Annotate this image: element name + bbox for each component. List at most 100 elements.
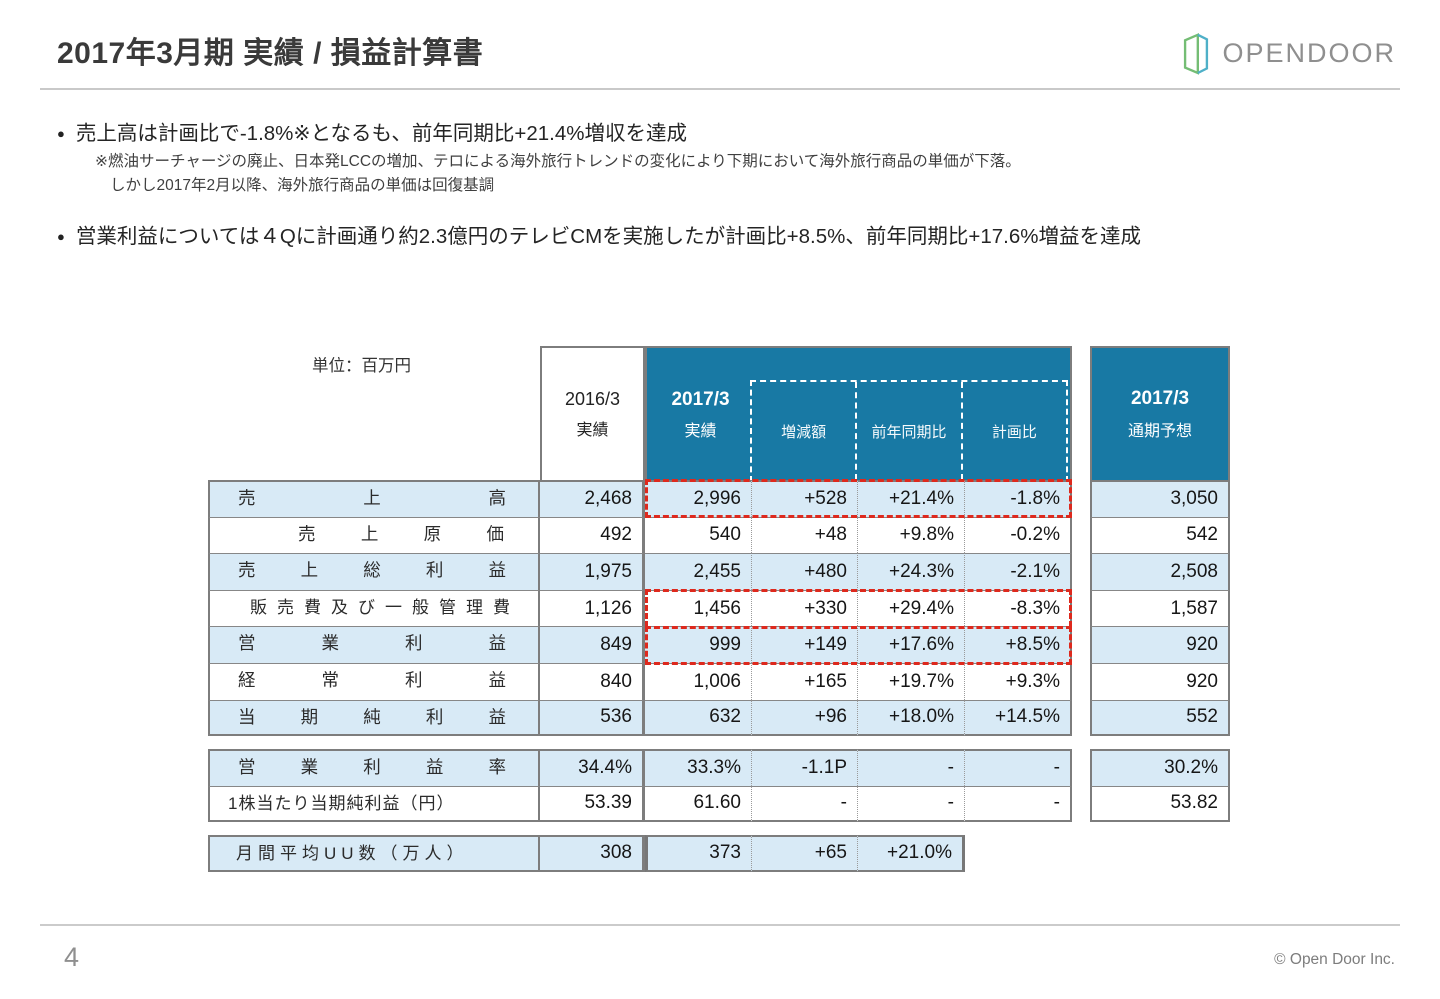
cell-yoy: +21.4% — [858, 480, 965, 517]
header-sub: 実績 — [576, 421, 609, 439]
column-gap — [1072, 663, 1090, 700]
title-divider — [40, 88, 1400, 90]
cell-yoy: - — [858, 749, 965, 786]
header-year: 2016/3 — [564, 388, 621, 409]
column-gap — [1072, 480, 1090, 517]
cell-yoy: +29.4% — [858, 589, 965, 627]
column-gap — [1072, 517, 1090, 554]
cell-vs-plan: +8.5% — [965, 626, 1072, 663]
cell-delta: +528 — [752, 480, 858, 517]
row-label: 月間平均UU数（万人） — [208, 835, 540, 872]
row-label: 経常利益 — [208, 662, 540, 700]
table-row: 1株当たり当期純利益（円） 53.39 61.60- - -53.82 — [208, 785, 1230, 823]
row-label: 営業利益 — [208, 626, 540, 663]
table-row: 販売費及び一般管理費 1,126 1,456 +330 +29.4% -8.3% 1,587 — [208, 589, 1230, 627]
header-sub: 実績 — [684, 423, 717, 440]
bullet-revenue: ● 売上高は計画比で-1.8%※となるも、前年同期比+21.4%増収を達成 — [57, 116, 687, 146]
column-gap — [1072, 786, 1090, 823]
cell-delta: -1.1P — [752, 749, 858, 786]
header-year: 2017/3 — [1130, 387, 1190, 409]
unit-label: 単位：百万円 — [312, 357, 411, 375]
main-rows: 売上高 2,468 2,996 +528 +21.4% -1.8% 3,050 売上原価 492… — [208, 480, 1230, 737]
cell-current: 2,996 — [645, 480, 752, 517]
row-label: 当期純利益 — [208, 699, 540, 737]
cell-delta: +96 — [752, 699, 858, 737]
bullet-icon: ● — [57, 229, 65, 244]
header-sub: 通期予想 — [1127, 422, 1192, 440]
header-year: 2017/3 — [671, 389, 730, 410]
cell-vs-plan: +9.3% — [965, 662, 1072, 700]
row-label: 売上総利益 — [208, 553, 540, 590]
opendoor-logo-icon — [1184, 33, 1209, 75]
cell-yoy: +24.3% — [858, 553, 965, 590]
bullet-revenue-notes: ※燃油サーチャージの廃止、日本発LCCの増加、テロによる海外旅行トレンドの変化に… — [95, 150, 1021, 198]
column-gap — [1072, 700, 1090, 737]
column-gap — [1072, 749, 1090, 786]
cell-yoy: +9.8% — [858, 516, 965, 554]
cell-vs-plan: -1.8% — [965, 480, 1072, 517]
uu-row: 月間平均UU数（万人） 308 373 +65 +21.0% — [208, 835, 1230, 872]
cell-delta: +48 — [752, 516, 858, 554]
table-row: 当期純利益 536 632 +96 +18.0% +14.5% 552 — [208, 699, 1230, 737]
bullet-revenue-text: 売上高は計画比で-1.8%※となるも、前年同期比+21.4%増収を達成 — [75, 122, 687, 145]
row-label: 営業利益率 — [208, 749, 540, 786]
cell-vs-plan: - — [965, 785, 1072, 823]
cell-prior: 1,975 — [540, 553, 645, 590]
cell-vs-plan: -2.1% — [965, 553, 1072, 590]
column-gap — [1072, 590, 1090, 627]
cell-current: 632 — [645, 699, 752, 737]
cell-forecast: 552 — [1090, 699, 1230, 737]
cell-prior: 308 — [540, 835, 645, 872]
cell-current: 33.3% — [645, 749, 752, 786]
cell-prior: 849 — [540, 626, 645, 663]
cell-vs-plan: -8.3% — [965, 589, 1072, 627]
column-header-2016-actual: 2016/3 実績 — [540, 346, 645, 480]
cell-yoy: +18.0% — [858, 699, 965, 737]
column-gap — [1072, 553, 1090, 590]
cell-prior: 840 — [540, 662, 645, 700]
cell-current: 2,455 — [645, 553, 752, 590]
cell-prior: 2,468 — [540, 480, 645, 517]
cell-delta: +165 — [752, 662, 858, 700]
opendoor-logo: OPENDOOR — [1176, 30, 1396, 76]
copyright: © Open Door Inc. — [1274, 951, 1395, 968]
cell-delta: +330 — [752, 589, 858, 627]
cell-vs-plan: -0.2% — [965, 516, 1072, 554]
pl-table: 単位：百万円 2016/3 実績 2017/3 実績 増減額 前年同期比 計画比… — [208, 346, 1230, 878]
cell-delta: +149 — [752, 626, 858, 663]
cell-current: 1,006 — [645, 662, 752, 700]
bullet-operating-profit: ● 営業利益については４Qに計画通り約2.3億円のテレビCMを実施したが計画比+8… — [57, 219, 1141, 249]
cell-forecast: 2,508 — [1090, 553, 1230, 590]
page-number: 4 — [64, 942, 80, 972]
cell-delta: +65 — [752, 835, 858, 872]
cell-prior: 492 — [540, 516, 645, 554]
cell-current: 61.60 — [645, 785, 752, 823]
cell-current: 1,456 — [645, 589, 752, 627]
cell-prior: 536 — [540, 699, 645, 737]
cell-current: 540 — [645, 516, 752, 554]
column-header-delta: 増減額 — [781, 423, 827, 441]
bullet-icon: ● — [57, 126, 65, 141]
column-gap — [1072, 626, 1090, 663]
cell-forecast: 1,587 — [1090, 589, 1230, 627]
cell-forecast: 542 — [1090, 516, 1230, 554]
table-row: 売上原価 492 540 +48 +9.8% -0.2% 542 — [208, 516, 1230, 554]
column-header-yoy: 前年同期比 — [855, 382, 960, 480]
row-label: 1株当たり当期純利益（円） — [208, 785, 540, 823]
row-label: 販売費及び一般管理費 — [208, 589, 540, 627]
cell-forecast: 53.82 — [1090, 785, 1230, 823]
opendoor-logo-text: OPENDOOR — [1222, 37, 1396, 68]
cell-forecast: 920 — [1090, 662, 1230, 700]
cell-delta: - — [752, 785, 858, 823]
cell-current: 373 — [645, 835, 752, 872]
cell-prior: 53.39 — [540, 785, 645, 823]
cell-vs-plan: +14.5% — [965, 699, 1072, 737]
table-row: 営業利益率 34.4% 33.3% -1.1P - -30.2% — [208, 749, 1230, 786]
table-row: 経常利益 840 1,006 +165 +19.7% +9.3% 920 — [208, 662, 1230, 700]
column-header-forecast: 2017/3 通期予想 — [1090, 346, 1230, 480]
ratio-rows: 営業利益率 34.4% 33.3% -1.1P - -30.2% 1株当たり当期純利益（円）… — [208, 749, 1230, 823]
cell-delta: +480 — [752, 553, 858, 590]
cell-vs-plan: - — [965, 749, 1072, 786]
row-label: 売上高 — [208, 480, 540, 517]
